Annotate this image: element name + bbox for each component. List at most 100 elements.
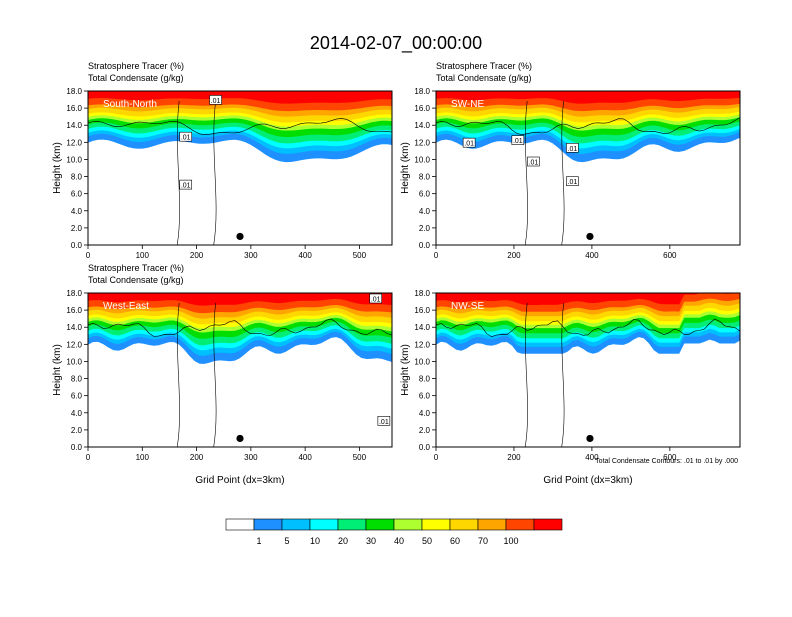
- y-axis-label: Height (km): [400, 142, 411, 194]
- tracer-band-0: [88, 91, 392, 104]
- colorbar-label: 20: [338, 536, 348, 546]
- x-tick-label: 300: [244, 453, 258, 462]
- colorbar-swatch: [533, 518, 563, 531]
- contour-label-box: [566, 176, 579, 186]
- y-tick-label: 16.0: [414, 104, 430, 113]
- contour-label: .01: [181, 135, 191, 142]
- y-axis-label: Height (km): [52, 142, 63, 194]
- header-tracer: Stratosphere Tracer (%): [436, 61, 532, 71]
- condensate-contour-0: [88, 118, 392, 136]
- y-tick-label: 16.0: [66, 104, 82, 113]
- header-tracer: Stratosphere Tracer (%): [88, 263, 184, 273]
- contour-label: .01: [568, 146, 578, 153]
- header-tracer: Stratosphere Tracer (%): [88, 61, 184, 71]
- x-tick-label: 200: [190, 453, 204, 462]
- plot-frame: [435, 90, 741, 246]
- section-label: South-North: [103, 99, 157, 110]
- y-tick-label: 8.0: [71, 173, 83, 182]
- header-condensate: Total Condensate (g/kg): [436, 73, 532, 83]
- y-tick-label: 4.0: [71, 409, 83, 418]
- y-tick-label: 6.0: [71, 190, 83, 199]
- x-tick-label: 600: [663, 251, 677, 260]
- contour-label: .01: [371, 296, 381, 303]
- panel-0: .01 .01 .01 South-North Stratosphere Tracer …: [52, 61, 393, 260]
- colorbar-swatch: [449, 518, 479, 531]
- plot-frame: [435, 292, 741, 448]
- panel-1: .01 .01 .01 .01 .01 SW-NE Stratosphere Tracer …: [400, 61, 741, 260]
- y-tick-label: 6.0: [419, 392, 431, 401]
- contour-label-box: [527, 156, 540, 167]
- tracer-band-0: [88, 293, 392, 306]
- colorbar-label: 50: [422, 536, 432, 546]
- condensate-contour-3: [436, 318, 740, 338]
- section-label: West-East: [103, 301, 149, 312]
- x-tick-label: 600: [663, 453, 677, 462]
- plot-frame: [87, 90, 393, 246]
- x-tick-label: 400: [298, 251, 312, 260]
- contour-label-box: [566, 143, 579, 153]
- y-tick-label: 12.0: [414, 138, 430, 147]
- x-tick-label: 100: [136, 453, 150, 462]
- plume-contour-1-1: [561, 100, 565, 245]
- colorbar-label: 5: [284, 536, 289, 546]
- colorbar-label: 70: [478, 536, 488, 546]
- y-tick-label: 12.0: [66, 340, 82, 349]
- contour-label-box: [209, 95, 222, 105]
- contour-label-box: [511, 135, 525, 145]
- plume-contour-3-1: [561, 302, 565, 447]
- colorbar-swatch: [365, 518, 395, 531]
- y-tick-label: 6.0: [419, 190, 431, 199]
- condensate-contour-2: [88, 318, 392, 337]
- x-tick-label: 400: [298, 453, 312, 462]
- contour-label-box: [179, 179, 193, 190]
- contour-label: .01: [513, 138, 523, 145]
- y-tick-label: 18.0: [414, 87, 430, 96]
- contour-label-box: [377, 416, 391, 426]
- contour-label: .01: [568, 179, 578, 186]
- y-tick-label: 6.0: [71, 392, 83, 401]
- y-tick-label: 18.0: [414, 289, 430, 298]
- tracer-field-0: [88, 91, 392, 245]
- plume-contour-2-0: [176, 302, 180, 447]
- contour-label-box: [369, 293, 383, 304]
- y-tick-label: 14.0: [66, 121, 82, 130]
- plume-contour-0-1: [213, 100, 217, 245]
- colorbar-swatch: [393, 518, 423, 531]
- tracer-band-0: [436, 91, 740, 104]
- y-tick-label: 2.0: [71, 224, 83, 233]
- footnote-text: Total Condensate Contours: .01 to .01 by…: [595, 458, 738, 465]
- colorbar-swatch: [477, 518, 507, 531]
- panels-group: .01 .01 .01 South-North Stratosphere Tracer …: [52, 61, 741, 486]
- plume-contour-0-0: [176, 100, 180, 245]
- x-tick-label: 0: [86, 453, 91, 462]
- x-tick-label: 0: [434, 251, 439, 260]
- panel-3: NW-SE 0.0 2.0 4.0 6.0 8.0 10.0 12.0 14.0 16.0 18.0…: [400, 289, 741, 486]
- x-axis-label: Grid Point (dx=3km): [195, 475, 284, 486]
- y-tick-label: 10.0: [66, 155, 82, 164]
- colorbar-label: 40: [394, 536, 404, 546]
- y-axis-label: Height (km): [400, 344, 411, 396]
- x-tick-label: 0: [434, 453, 439, 462]
- x-tick-label: 100: [136, 251, 150, 260]
- y-tick-label: 4.0: [419, 207, 431, 216]
- y-tick-label: 14.0: [414, 323, 430, 332]
- colorbar-swatch: [281, 518, 311, 531]
- x-tick-label: 0: [86, 251, 91, 260]
- contour-label: .01: [529, 160, 539, 167]
- tracer-field-2: [88, 293, 392, 447]
- colorbar-label: 100: [503, 536, 518, 546]
- x-tick-label: 200: [507, 251, 521, 260]
- condensate-contour-1: [436, 117, 740, 136]
- y-tick-label: 18.0: [66, 289, 82, 298]
- colorbar: 1 5 10 20 30 40 50 60 70 100: [225, 518, 563, 546]
- plume-contour-3-0: [524, 302, 528, 447]
- colorbar-label: 10: [310, 536, 320, 546]
- y-tick-label: 18.0: [66, 87, 82, 96]
- contour-label: .01: [211, 98, 221, 105]
- y-tick-label: 16.0: [414, 306, 430, 315]
- x-tick-label: 300: [244, 251, 258, 260]
- location-marker: [236, 434, 244, 443]
- y-tick-label: 14.0: [66, 323, 82, 332]
- y-tick-label: 12.0: [414, 340, 430, 349]
- colorbar-swatch: [337, 518, 367, 531]
